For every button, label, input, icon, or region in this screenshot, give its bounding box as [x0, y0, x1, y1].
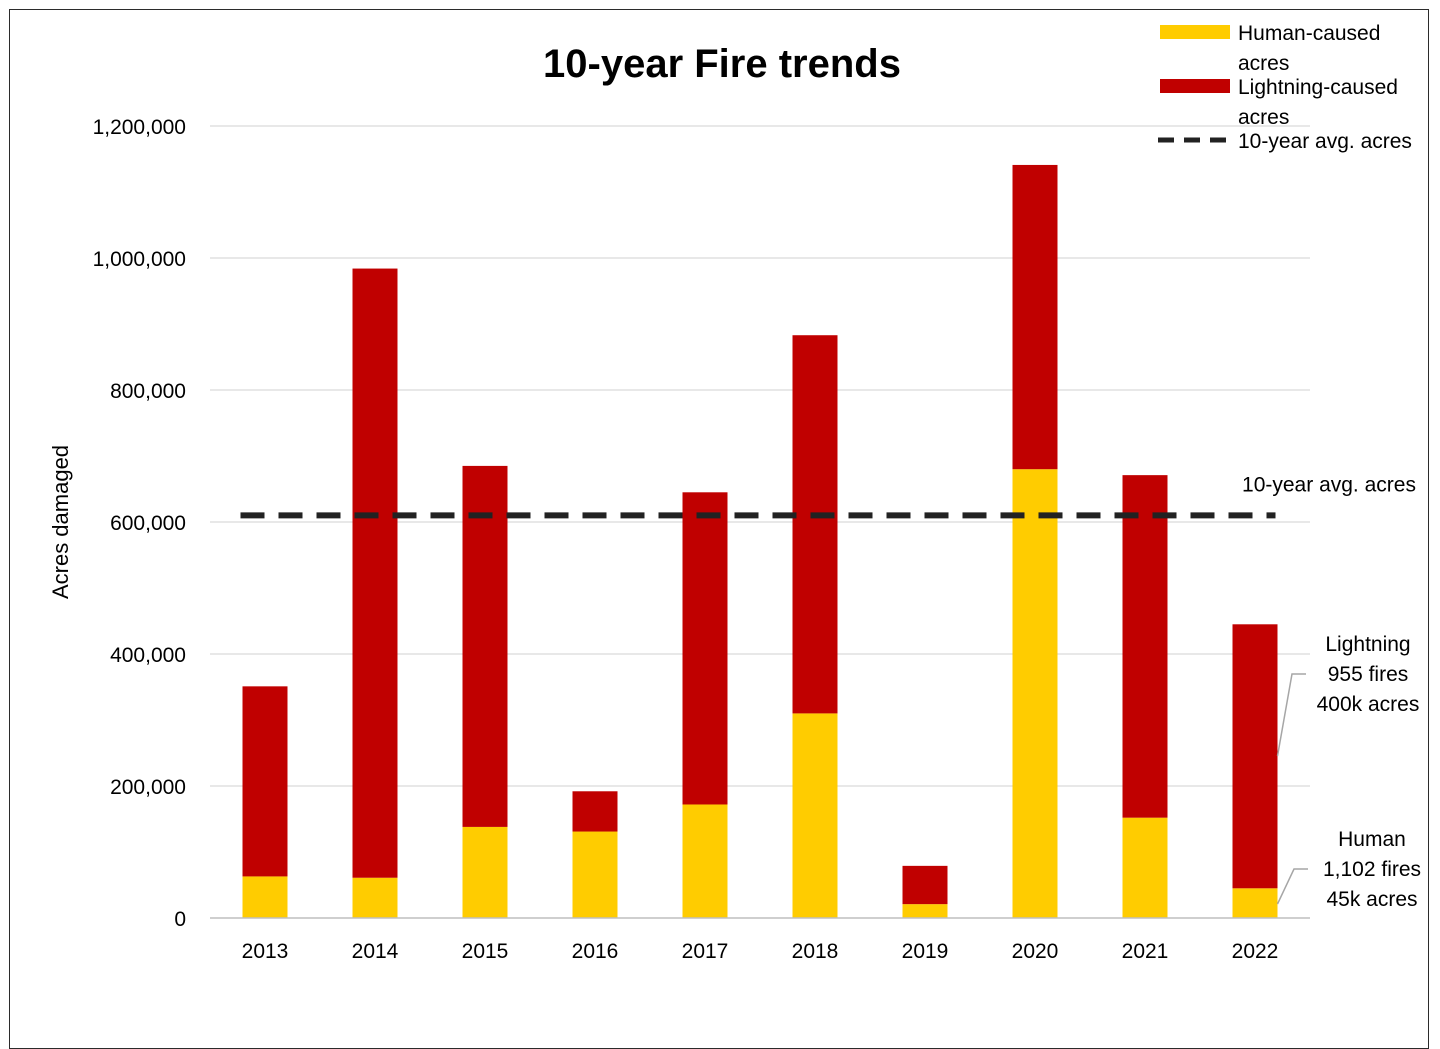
y-axis-label: Acres damaged: [48, 445, 73, 599]
lightning-bar-2016: [572, 791, 618, 832]
legend-label: acres: [1238, 106, 1289, 129]
legend-label: Lightning-caused: [1238, 76, 1398, 99]
lightning-bar-2019: [902, 865, 948, 905]
human-bar-2013: [242, 876, 288, 918]
average-line-group: 10-year avg. acres: [240, 473, 1416, 519]
y-tick-label: 600,000: [110, 512, 186, 535]
lightning-bar-2020: [1012, 164, 1058, 470]
legend-label: 10-year avg. acres: [1238, 130, 1412, 153]
human-bar-2017: [682, 804, 728, 918]
lightning-bar-2018: [792, 335, 838, 714]
lightning-annotation-text: 955 fires: [1328, 663, 1409, 686]
legend-label: Human-caused: [1238, 22, 1380, 45]
human-annotation-text: 1,102 fires: [1323, 858, 1421, 881]
human-leader-line: [1276, 868, 1308, 905]
lightning-annotation-text: Lightning: [1325, 633, 1410, 656]
y-tick-label: 1,200,000: [93, 116, 186, 139]
y-tick-label: 400,000: [110, 644, 186, 667]
lightning-bar-2015: [462, 465, 508, 827]
human-annotation-text: Human: [1338, 828, 1406, 851]
human-annotation-text: 45k acres: [1326, 888, 1417, 911]
x-tick-label: 2019: [902, 940, 949, 963]
chart-title: 10-year Fire trends: [543, 42, 901, 86]
legend-swatch: [1160, 79, 1230, 93]
lightning-bar-2022: [1232, 624, 1278, 889]
legend-label: acres: [1238, 52, 1289, 75]
x-tick-label: 2014: [352, 940, 399, 963]
y-tick-label: 0: [174, 908, 186, 931]
human-bar-2018: [792, 713, 838, 918]
human-bar-2016: [572, 831, 618, 918]
lightning-bar-2017: [682, 492, 728, 805]
bars: [242, 164, 1278, 918]
human-bar-2019: [902, 904, 948, 918]
human-bar-2014: [352, 877, 398, 918]
y-tick-label: 800,000: [110, 380, 186, 403]
x-tick-label: 2013: [242, 940, 289, 963]
y-tick-label: 200,000: [110, 776, 186, 799]
x-tick-label: 2021: [1122, 940, 1169, 963]
lightning-annotation-text: 400k acres: [1317, 693, 1420, 716]
axes: 0 200,000 400,000 600,000 800,000 1,000,000 1,…: [93, 116, 1310, 963]
lightning-bar-2014: [352, 268, 398, 878]
x-tick-label: 2017: [682, 940, 729, 963]
x-tick-label: 2018: [792, 940, 839, 963]
legend: Human-causedacresLightning-causedacres10…: [1158, 22, 1412, 153]
lightning-bar-2013: [242, 686, 288, 877]
average-line-label: 10-year avg. acres: [1242, 473, 1416, 496]
y-tick-label: 1,000,000: [93, 248, 186, 271]
human-bar-2020: [1012, 469, 1058, 918]
lightning-leader-line: [1276, 673, 1306, 757]
lightning-bar-2021: [1122, 475, 1168, 818]
x-tick-label: 2016: [572, 940, 619, 963]
human-bar-2015: [462, 826, 508, 918]
legend-swatch: [1160, 25, 1230, 39]
human-bar-2022: [1232, 888, 1278, 918]
x-tick-label: 2015: [462, 940, 509, 963]
x-tick-label: 2022: [1232, 940, 1279, 963]
human-bar-2021: [1122, 817, 1168, 918]
annotations: Lightning 955 fires 400k acres Human 1,102 f…: [1276, 633, 1421, 911]
x-tick-label: 2020: [1012, 940, 1059, 963]
